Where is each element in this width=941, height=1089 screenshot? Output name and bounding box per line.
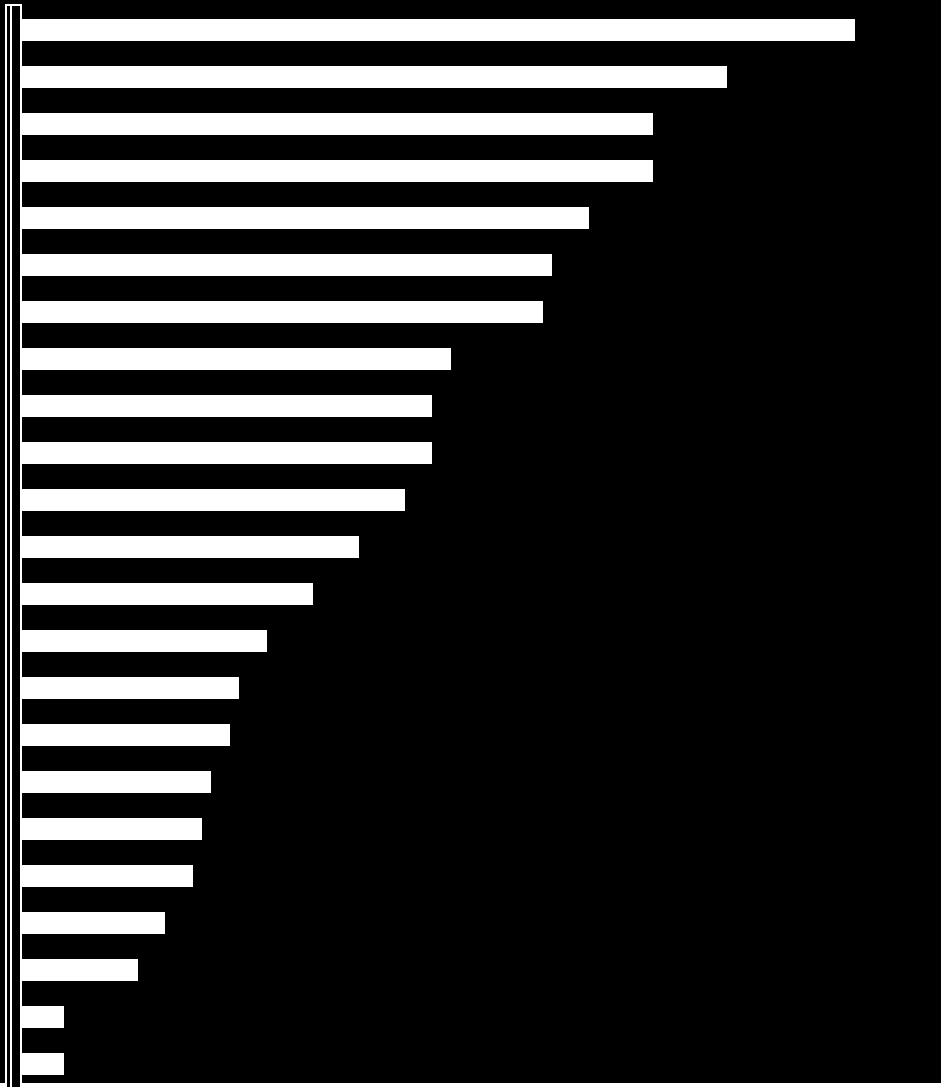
bar: [10, 65, 728, 89]
bar-row: [10, 852, 930, 899]
bar: [10, 206, 590, 230]
bar: [10, 770, 212, 794]
bar-row: [10, 758, 930, 805]
bar-row: [10, 711, 930, 758]
bar: [10, 18, 856, 42]
bar: [10, 441, 433, 465]
bar: [10, 300, 544, 324]
bar-row: [10, 53, 930, 100]
bar: [10, 864, 194, 888]
y-axis-front-rail: [10, 4, 22, 1089]
bar-row: [10, 523, 930, 570]
bar-row: [10, 6, 930, 53]
bar: [10, 535, 360, 559]
bar: [10, 958, 139, 982]
bar-row: [10, 664, 930, 711]
bar-row: [10, 429, 930, 476]
bar-row: [10, 476, 930, 523]
bar: [10, 629, 268, 653]
bar-row: [10, 570, 930, 617]
bar: [10, 676, 240, 700]
bar-row: [10, 194, 930, 241]
horizontal-bar-chart: [0, 0, 941, 1083]
bar: [10, 582, 314, 606]
bar-row: [10, 993, 930, 1040]
bar: [10, 159, 654, 183]
bar-row: [10, 382, 930, 429]
bar: [10, 347, 452, 371]
bar-row: [10, 617, 930, 664]
bar-row: [10, 147, 930, 194]
bar-row: [10, 288, 930, 335]
bar-row: [10, 946, 930, 993]
plot-area: [10, 6, 930, 1087]
bar-row: [10, 805, 930, 852]
bar: [10, 394, 433, 418]
bar: [10, 911, 166, 935]
bar: [10, 112, 654, 136]
bar: [10, 723, 231, 747]
bar: [10, 488, 406, 512]
bar-row: [10, 100, 930, 147]
bar-row: [10, 335, 930, 382]
bar-row: [10, 899, 930, 946]
bar: [10, 253, 553, 277]
bar-row: [10, 1040, 930, 1087]
bar: [10, 817, 203, 841]
bar-row: [10, 241, 930, 288]
